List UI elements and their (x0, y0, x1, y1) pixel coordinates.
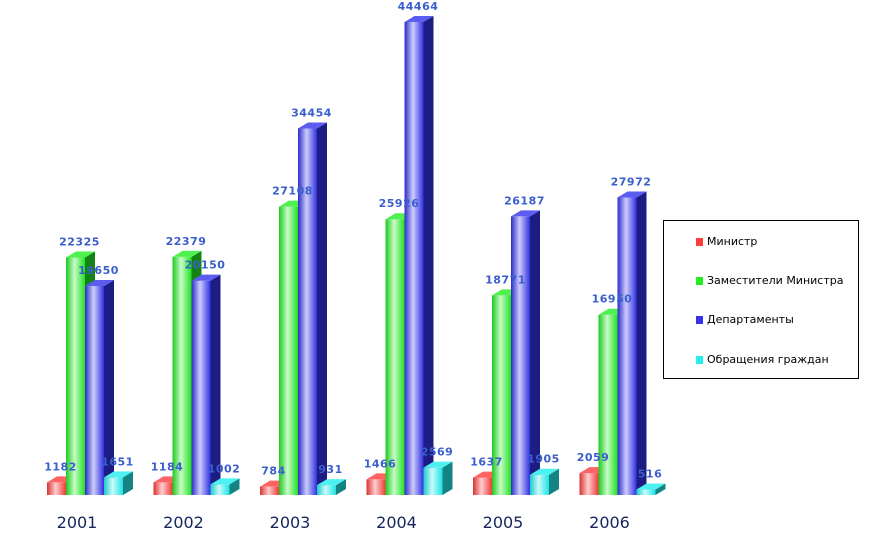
bar-2003-2 (298, 128, 317, 496)
data-label: 1182 (44, 460, 77, 473)
bar-top (617, 191, 647, 198)
bar-side (336, 479, 346, 495)
data-label: 22325 (59, 236, 100, 249)
legend-swatch (696, 316, 703, 324)
bar-side (229, 478, 240, 495)
bar-2002-0 (153, 482, 173, 495)
bar-2002-3 (210, 484, 230, 495)
bar-2006-0 (579, 473, 599, 495)
bar-2006-2 (617, 197, 637, 496)
data-label: 22379 (166, 235, 207, 248)
bar-top (191, 274, 221, 281)
bar-2001-2 (85, 285, 104, 495)
legend-label: Заместители Министра (707, 274, 844, 287)
bar-side (655, 483, 666, 495)
data-label: 516 (638, 468, 662, 481)
category-label: 2004 (376, 513, 417, 532)
bar-2002-1 (172, 256, 192, 495)
legend-label: Обращения граждан (707, 353, 829, 366)
data-label: 25926 (379, 197, 420, 210)
bar-2006-3 (636, 489, 656, 495)
data-label: 19650 (78, 264, 119, 277)
data-label: 27972 (611, 175, 652, 188)
bar-side (423, 16, 434, 495)
bar-top (317, 479, 346, 486)
bar-side (123, 471, 133, 495)
legend-label: Департаменты (707, 313, 794, 326)
data-label: 1184 (151, 460, 184, 473)
data-label: 44464 (398, 0, 439, 13)
bar-top (530, 468, 559, 475)
legend-item-citizen-appeals: Обращения граждан (696, 353, 829, 367)
bar-top (210, 478, 240, 485)
bar-2003-0 (260, 486, 279, 495)
bar-side (549, 468, 559, 495)
category-label: 2003 (270, 513, 311, 532)
bar-top (172, 250, 202, 257)
data-label: 1466 (364, 457, 397, 470)
legend-swatch (696, 238, 703, 246)
category-label: 2006 (589, 513, 630, 532)
bar-2005-0 (473, 477, 492, 495)
bar-top (66, 251, 95, 258)
data-label: 26187 (504, 194, 545, 207)
legend-label: Министр (707, 235, 758, 248)
legend-item-minister: Министр (696, 235, 757, 249)
data-label: 931 (318, 463, 342, 476)
bar-2005-3 (530, 474, 549, 495)
data-label: 1637 (470, 456, 503, 469)
category-label: 2002 (163, 513, 204, 532)
data-label: 1002 (208, 462, 241, 475)
bar-top (423, 461, 453, 468)
data-label: 27108 (272, 185, 313, 198)
legend-item-departments: Департаменты (696, 313, 794, 327)
data-label: 2569 (421, 446, 454, 459)
bar-2001-1 (66, 257, 85, 495)
bar-2006-1 (598, 314, 618, 495)
bar-top (104, 471, 133, 478)
chart-legend: Министр Заместители Министра Департамент… (663, 220, 859, 379)
bar-2005-1 (492, 295, 511, 495)
legend-item-deputy-ministers: Заместители Министра (696, 274, 843, 288)
category-label: 2005 (483, 513, 524, 532)
bar-side (104, 279, 114, 495)
bar-top (636, 483, 666, 490)
bar-side (317, 122, 327, 496)
bar-top (298, 122, 327, 129)
bar-2004-1 (385, 219, 405, 495)
category-label: 2001 (57, 513, 98, 532)
bar-side (530, 210, 540, 495)
bar-side (636, 191, 647, 496)
bar-2004-2 (404, 22, 424, 495)
bar-side (442, 461, 453, 495)
bar-top (85, 279, 114, 286)
data-label: 784 (261, 465, 285, 478)
bar-2004-0 (366, 479, 386, 495)
data-label: 1651 (101, 455, 134, 468)
data-label: 1905 (527, 453, 560, 466)
data-label: 34454 (291, 106, 332, 119)
bar-top (404, 16, 434, 22)
bar-2003-1 (279, 206, 298, 495)
data-label: 20150 (185, 259, 226, 272)
bar-2002-2 (191, 280, 211, 495)
legend-swatch (696, 356, 703, 364)
bar-2004-3 (423, 467, 443, 495)
legend-swatch (696, 277, 703, 285)
bar-side (210, 274, 221, 495)
data-label: 2059 (577, 451, 610, 464)
data-label: 18771 (485, 273, 526, 286)
bar-2001-0 (47, 482, 66, 495)
bar-2001-3 (104, 477, 123, 495)
bar-top (511, 210, 540, 217)
data-label: 16950 (592, 293, 633, 306)
bar-2003-3 (317, 485, 336, 495)
bar-2005-2 (511, 216, 530, 495)
